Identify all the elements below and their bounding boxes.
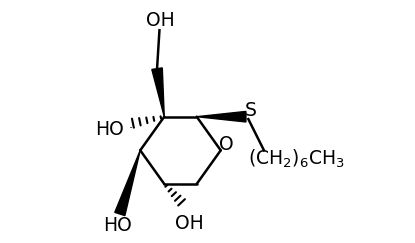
Polygon shape [152,68,164,117]
Polygon shape [115,150,140,216]
Text: (CH$_2$)$_6$CH$_3$: (CH$_2$)$_6$CH$_3$ [248,148,345,170]
Text: S: S [245,101,256,120]
Text: HO: HO [95,121,123,139]
Text: OH: OH [146,11,175,30]
Text: ··: ·· [129,122,137,135]
Text: HO: HO [103,217,132,235]
Polygon shape [197,111,246,122]
Text: OH: OH [175,214,204,233]
Text: O: O [220,135,234,154]
